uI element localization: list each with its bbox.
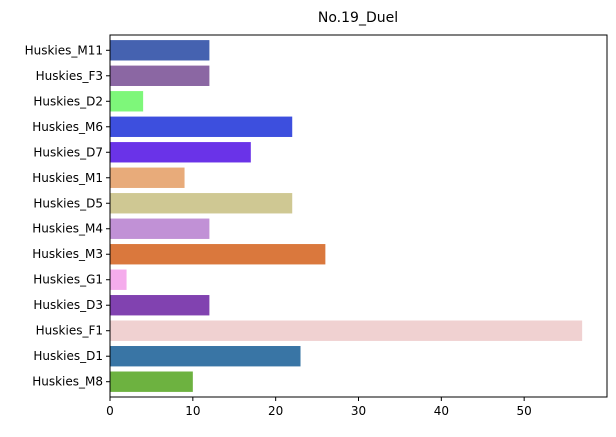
x-tick-label: 20 [268, 404, 283, 418]
y-tick-label: Huskies_M3 [32, 247, 103, 261]
bar-huskies-m11 [110, 40, 210, 61]
y-tick-label: Huskies_D3 [33, 298, 103, 312]
y-tick-label: Huskies_G1 [33, 273, 103, 287]
y-tick-label: Huskies_M11 [25, 43, 103, 57]
x-tick-label: 10 [185, 404, 200, 418]
bar-huskies-d5 [110, 193, 293, 214]
bars [110, 40, 583, 392]
x-tick-label: 30 [351, 404, 366, 418]
y-tick-label: Huskies_M6 [32, 120, 103, 134]
x-tick-label: 50 [517, 404, 532, 418]
y-tick-label: Huskies_D1 [33, 349, 103, 363]
bar-huskies-m6 [110, 116, 293, 137]
x-tick-label: 40 [434, 404, 449, 418]
plot-frame [109, 34, 608, 398]
bar-huskies-d7 [110, 142, 251, 163]
y-tick-label: Huskies_F3 [36, 69, 103, 83]
y-tick-label: Huskies_F1 [36, 324, 103, 338]
chart-title: No.19_Duel [318, 10, 398, 26]
y-tick-label: Huskies_M1 [32, 171, 103, 185]
x-axis-ticks: 0 10 20 30 40 50 [106, 397, 532, 418]
bar-huskies-m4 [110, 218, 210, 239]
y-tick-label: Huskies_D2 [33, 94, 103, 108]
bar-huskies-m8 [110, 371, 193, 392]
bar-huskies-f3 [110, 65, 210, 86]
y-axis-ticks: Huskies_M11 Huskies_F3 Huskies_D2 Huskies_M… [25, 43, 110, 389]
y-tick-label: Huskies_D5 [33, 196, 103, 210]
bar-huskies-d2 [110, 91, 144, 112]
y-tick-label: Huskies_M8 [32, 375, 103, 389]
bar-huskies-m3 [110, 244, 326, 265]
bar-huskies-m1 [110, 167, 185, 188]
bar-huskies-f1 [110, 320, 583, 341]
bar-huskies-d3 [110, 295, 210, 316]
y-tick-label: Huskies_M4 [32, 222, 103, 236]
y-tick-label: Huskies_D7 [33, 145, 103, 159]
bar-huskies-d1 [110, 346, 301, 367]
x-tick-label: 0 [106, 404, 114, 418]
bar-huskies-g1 [110, 269, 127, 290]
